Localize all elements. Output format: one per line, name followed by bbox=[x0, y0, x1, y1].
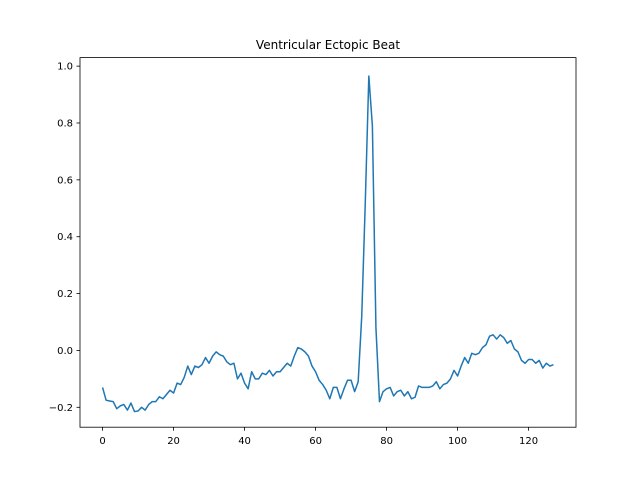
x-tick-label: 0 bbox=[99, 436, 105, 447]
y-tick-label: 1.0 bbox=[57, 62, 73, 73]
x-tick-label: 80 bbox=[380, 436, 393, 447]
x-tick-label: 20 bbox=[167, 436, 180, 447]
x-axis: 0 20 40 60 80 100 120 bbox=[99, 427, 538, 447]
x-tick-label: 60 bbox=[309, 436, 322, 447]
x-tick-label: 120 bbox=[519, 436, 538, 447]
y-axis: −0.2 0.0 0.2 0.4 0.6 0.8 1.0 bbox=[49, 62, 80, 414]
y-tick-label: 0.6 bbox=[57, 175, 73, 186]
chart-title: Ventricular Ectopic Beat bbox=[256, 38, 400, 52]
x-tick-label: 40 bbox=[238, 436, 251, 447]
axes-frame bbox=[79, 57, 577, 428]
series-line-0 bbox=[101, 75, 554, 413]
y-tick-label: 0.2 bbox=[57, 289, 73, 300]
y-tick-label: 0.8 bbox=[57, 118, 73, 129]
y-tick-label: 0.4 bbox=[57, 232, 73, 243]
y-tick-label: 0.0 bbox=[57, 346, 73, 357]
y-tick-label: −0.2 bbox=[49, 403, 73, 414]
x-tick-label: 100 bbox=[448, 436, 467, 447]
plot-area bbox=[101, 75, 554, 413]
